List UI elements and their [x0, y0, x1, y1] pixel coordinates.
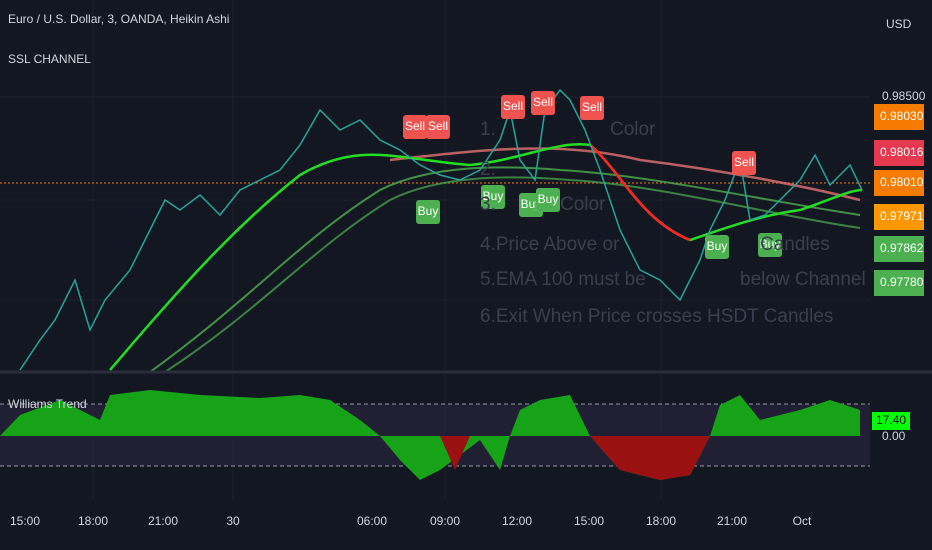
- sub-positive: [0, 390, 860, 436]
- buy-label: Buy: [538, 192, 559, 206]
- sell-label: Sell: [533, 95, 553, 109]
- overlay-text: Color: [560, 194, 606, 215]
- currency: USD: [886, 17, 912, 31]
- sell-label: Sell: [503, 99, 523, 113]
- channel-upper: [389, 147, 861, 202]
- sub-value: 17.40: [876, 413, 906, 427]
- time-label: 15:00: [574, 514, 604, 528]
- overlay-text: 2.: [480, 159, 496, 180]
- time-label: Oct: [793, 514, 812, 528]
- buy-label: Buy: [760, 237, 781, 251]
- overlay-text: 3.: [480, 194, 496, 215]
- buy-signal: [536, 188, 560, 212]
- sell-label: Sell: [582, 100, 602, 114]
- sell-signal: [426, 115, 450, 139]
- price-badge-label: 0.97780: [880, 275, 924, 289]
- price-badge-label: 0.97862: [880, 241, 924, 255]
- sell-label: Sell: [734, 155, 754, 169]
- indicator: SSL CHANNEL: [8, 52, 91, 66]
- overlay-text: 6.Exit When Price crosses HSDT Candles: [480, 306, 833, 327]
- sell-signal: [403, 115, 427, 139]
- sell-signal: [580, 96, 604, 120]
- time-label: 06:00: [357, 514, 387, 528]
- sub-negative-red: [440, 436, 710, 480]
- overlay-text: 5.EMA 100 must be: [480, 269, 646, 290]
- overlay-text: Candles: [760, 234, 830, 255]
- time-label: 12:00: [502, 514, 532, 528]
- time-label: 21:00: [717, 514, 747, 528]
- overlay-text: below Channel: [740, 269, 866, 290]
- buy-signal: [705, 235, 729, 259]
- overlay-text: Color: [610, 119, 656, 140]
- buy-label: Buy: [418, 204, 439, 218]
- price-badge: [874, 270, 924, 296]
- time-label: 18:00: [78, 514, 108, 528]
- ssl-line-red: [589, 144, 691, 242]
- price-badge-label: 0.97971: [880, 209, 924, 223]
- price-badge-label: 0.98030: [880, 109, 924, 123]
- sell-signal: [732, 151, 756, 175]
- buy-label: Buy: [483, 189, 504, 203]
- buy-signal: [758, 233, 782, 257]
- buy-signal: [416, 200, 440, 224]
- sub-name: Williams Trend: [8, 397, 87, 411]
- sub-zero: 0.00: [882, 429, 906, 443]
- time-label: 30: [226, 514, 240, 528]
- price-badge: [874, 236, 924, 262]
- price-badge: [874, 104, 924, 130]
- sell-label: Sell: [428, 119, 448, 133]
- overlay-text: 1.: [480, 119, 496, 140]
- sell-signal: [501, 95, 525, 119]
- price-badge-label: 0.98016: [880, 145, 924, 159]
- sub-value-badge: [872, 412, 910, 430]
- buy-signal: [481, 185, 505, 209]
- channel-lower: [149, 166, 861, 373]
- buy-label: Buy: [707, 239, 728, 253]
- overlay-text: 4.Price Above or: [480, 234, 620, 255]
- symbol: Euro / U.S. Dollar, 3, OANDA, Heikin Ash…: [8, 12, 229, 26]
- price-badge-label: 0.98010: [880, 175, 924, 189]
- price-badge: [874, 140, 924, 166]
- price-badge: [874, 204, 924, 230]
- time-label: 09:00: [430, 514, 460, 528]
- price-tick: 0.98500: [882, 89, 926, 103]
- sell-signal: [531, 91, 555, 115]
- ssl-line: [109, 142, 863, 371]
- channel-lower-2: [164, 176, 861, 373]
- price-badge: [874, 170, 924, 196]
- time-label: 15:00: [10, 514, 40, 528]
- time-label: 18:00: [646, 514, 676, 528]
- time-label: 21:00: [148, 514, 178, 528]
- sell-label: Sell: [405, 119, 425, 133]
